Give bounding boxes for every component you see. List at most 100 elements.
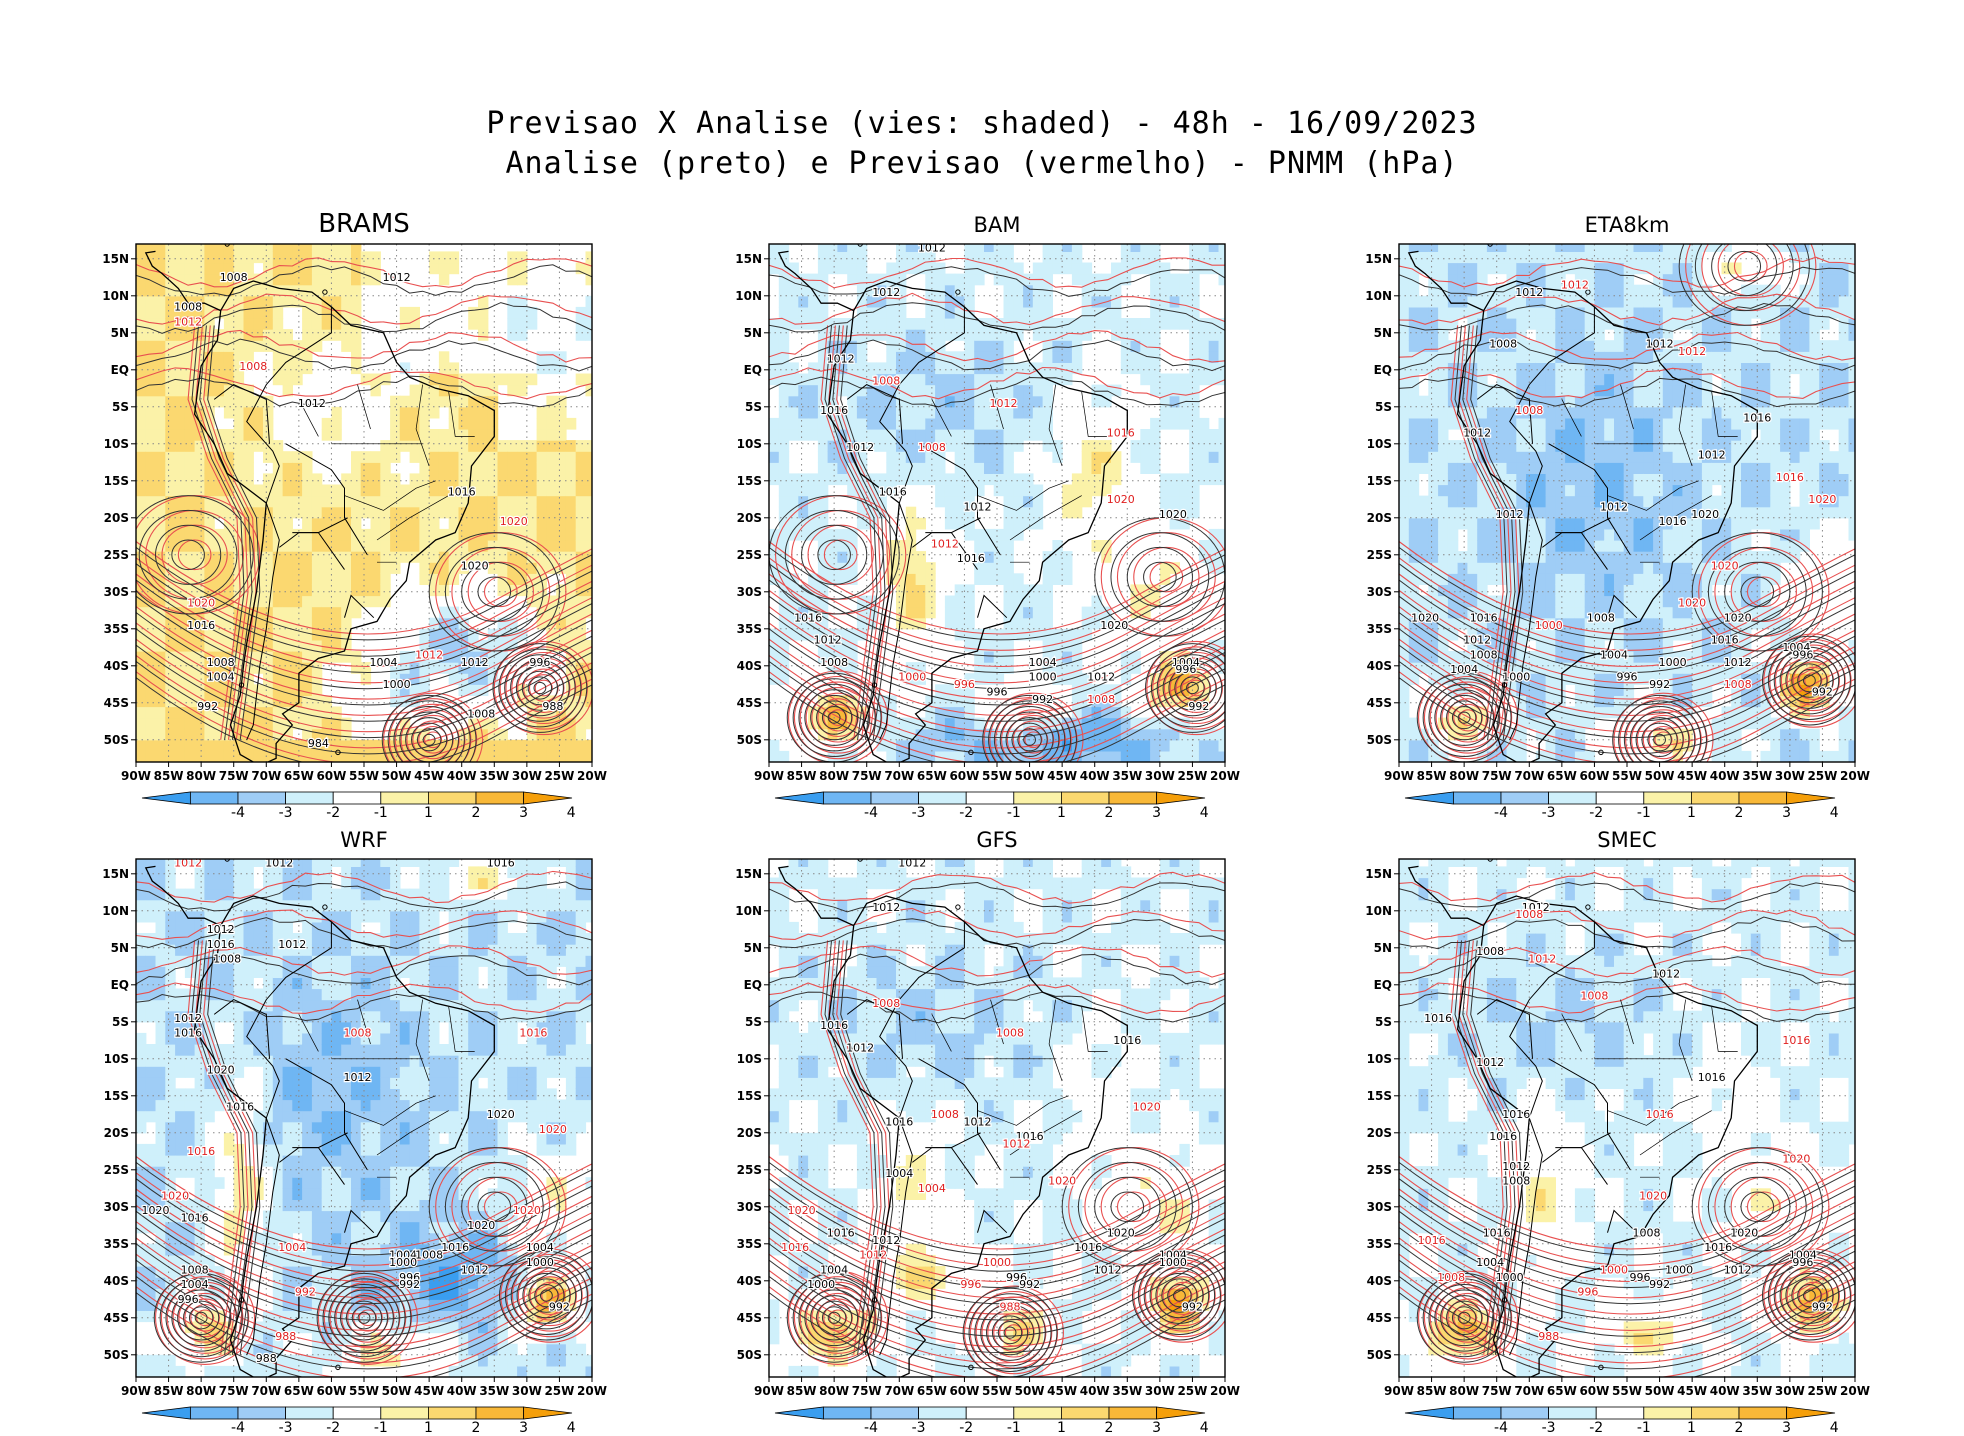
panel-title: BAM <box>974 213 1021 237</box>
y-tick-label: 40S <box>737 659 762 673</box>
x-tick-label: 30W <box>1145 769 1175 783</box>
y-tick-label: 5N <box>1374 326 1392 340</box>
x-tick-label: 85W <box>154 769 184 783</box>
isobar-tropical <box>1399 256 1855 288</box>
isobar-band <box>136 1210 592 1305</box>
analysis-isobar-label: 1016 <box>885 1115 913 1128</box>
x-tick-label: 90W <box>121 769 151 783</box>
isobar-low-1 <box>166 1281 244 1354</box>
isobar-band <box>136 1162 592 1256</box>
colorbar-box <box>1060 791 1110 805</box>
y-tick-label: 5S <box>745 400 762 414</box>
isobar-andes <box>1450 940 1504 1355</box>
analysis-isobar-label: 1004 <box>1172 656 1200 669</box>
x-tick-label: 75W <box>1482 1384 1512 1398</box>
analysis-isobar-label: 1020 <box>1691 508 1719 521</box>
analysis-isobars <box>136 264 592 762</box>
isobar-low-0 <box>1173 1289 1186 1302</box>
analysis-isobar-label: 992 <box>197 700 218 713</box>
isobar-tropical <box>1399 376 1855 408</box>
isobar-low-1 <box>1416 1272 1512 1363</box>
x-tick-label: 30W <box>1145 1384 1175 1398</box>
isobar-low-1 <box>1457 1311 1471 1324</box>
isobar-low-1 <box>393 706 465 762</box>
country-border <box>246 502 280 741</box>
analysis-isobar-label: 1012 <box>846 441 874 454</box>
forecast-isobar-label: 1020 <box>1107 493 1135 506</box>
forecast-isobar-label: 1016 <box>1776 471 1804 484</box>
isobar-band <box>769 644 1225 739</box>
isobar-band <box>769 612 1225 706</box>
isobar-band <box>769 677 1225 762</box>
isobar-tropical <box>1399 955 1855 985</box>
x-tick-label: 90W <box>1384 769 1414 783</box>
isobar-band <box>1399 612 1855 706</box>
isobar-low-0 <box>1180 676 1205 700</box>
x-tick-label: 85W <box>154 1384 184 1398</box>
colorbar: -4 -3 -2 -1 1 2 3 4 <box>774 791 1209 821</box>
analysis-isobar-label: 1012 <box>1476 1056 1504 1069</box>
analysis-isobar-label: 1004 <box>1600 648 1628 661</box>
isobar-tropical <box>769 376 1225 408</box>
isobar-tropical <box>769 881 1225 913</box>
y-tick-label: 35S <box>104 1237 129 1251</box>
isobar-low-0 <box>1181 674 1212 702</box>
isobar-high-1 <box>171 539 205 571</box>
y-tick-label: 15S <box>737 474 762 488</box>
isobar-low-0 <box>1792 661 1835 701</box>
forecast-isobar-label: 1008 <box>1515 404 1543 417</box>
colorbar-tick-label: 2 <box>1105 805 1114 821</box>
isobar-high-0 <box>1733 250 1768 282</box>
y-tick-label: 35S <box>737 1237 762 1251</box>
isobar-tropical <box>1399 908 1855 940</box>
isobar-low-1 <box>793 1276 883 1360</box>
isobar-band <box>769 1204 1225 1299</box>
isobar-band <box>1399 671 1855 762</box>
isobar-high-0 <box>1711 244 1778 297</box>
isobar-low-2 <box>316 1272 412 1363</box>
y-tick-label: 5S <box>745 1015 762 1029</box>
isobar-high-0 <box>444 546 544 637</box>
isobar-low-1 <box>1441 1292 1495 1343</box>
x-tick-label: 70W <box>251 769 281 783</box>
isobar-low-1 <box>792 678 876 757</box>
isobar-low-0 <box>499 1250 592 1341</box>
forecast-isobar-label: 996 <box>954 678 975 691</box>
analysis-isobar-label: 1000 <box>1029 671 1057 684</box>
y-tick-label: 40S <box>1367 1274 1392 1288</box>
colorbar-box <box>332 1406 382 1420</box>
analysis-isobar-label: 1016 <box>1711 634 1739 647</box>
colorbar-box <box>285 791 334 805</box>
forecast-isobar-label: 988 <box>1538 1330 1559 1343</box>
analysis-isobar-label: 1012 <box>1698 449 1726 462</box>
analysis-isobar-label: 984 <box>308 737 329 750</box>
x-tick-label: 40W <box>447 1384 477 1398</box>
isobar-band <box>1399 1253 1855 1348</box>
analysis-isobar-label: 1016 <box>1502 1108 1530 1121</box>
state-border <box>990 999 1004 1045</box>
isobar-low-0 <box>1791 1278 1828 1313</box>
x-tick-label: 85W <box>1417 1384 1447 1398</box>
isobar-low-0 <box>535 1281 566 1310</box>
colorbar-low-arrow <box>1404 1406 1454 1420</box>
isobar-band <box>1399 1227 1855 1321</box>
south-america-coastline <box>1456 280 1758 762</box>
forecast-isobar-label: 1012 <box>990 397 1018 410</box>
isobar-high-0 <box>483 576 518 608</box>
isobar-andes <box>824 325 878 740</box>
colorbar-box <box>1548 1406 1597 1420</box>
island <box>335 1364 341 1371</box>
forecast-isobar-label: 1004 <box>278 1241 306 1254</box>
isobar-low-0 <box>500 1248 592 1343</box>
coastline-layer <box>777 859 1128 1377</box>
map-content: 1012100810121016101210161016101610121008… <box>1399 859 1855 1377</box>
analysis-isobar-label: 992 <box>1649 1278 1670 1291</box>
isobar-low-1 <box>1459 1309 1478 1327</box>
isobar-band <box>1399 1221 1855 1315</box>
analysis-isobar-label: 1012 <box>1515 286 1543 299</box>
state-border <box>376 1110 449 1156</box>
country-border <box>879 502 913 741</box>
isobar-low-0 <box>1163 657 1225 719</box>
forecast-isobar-label: 1000 <box>898 671 926 684</box>
